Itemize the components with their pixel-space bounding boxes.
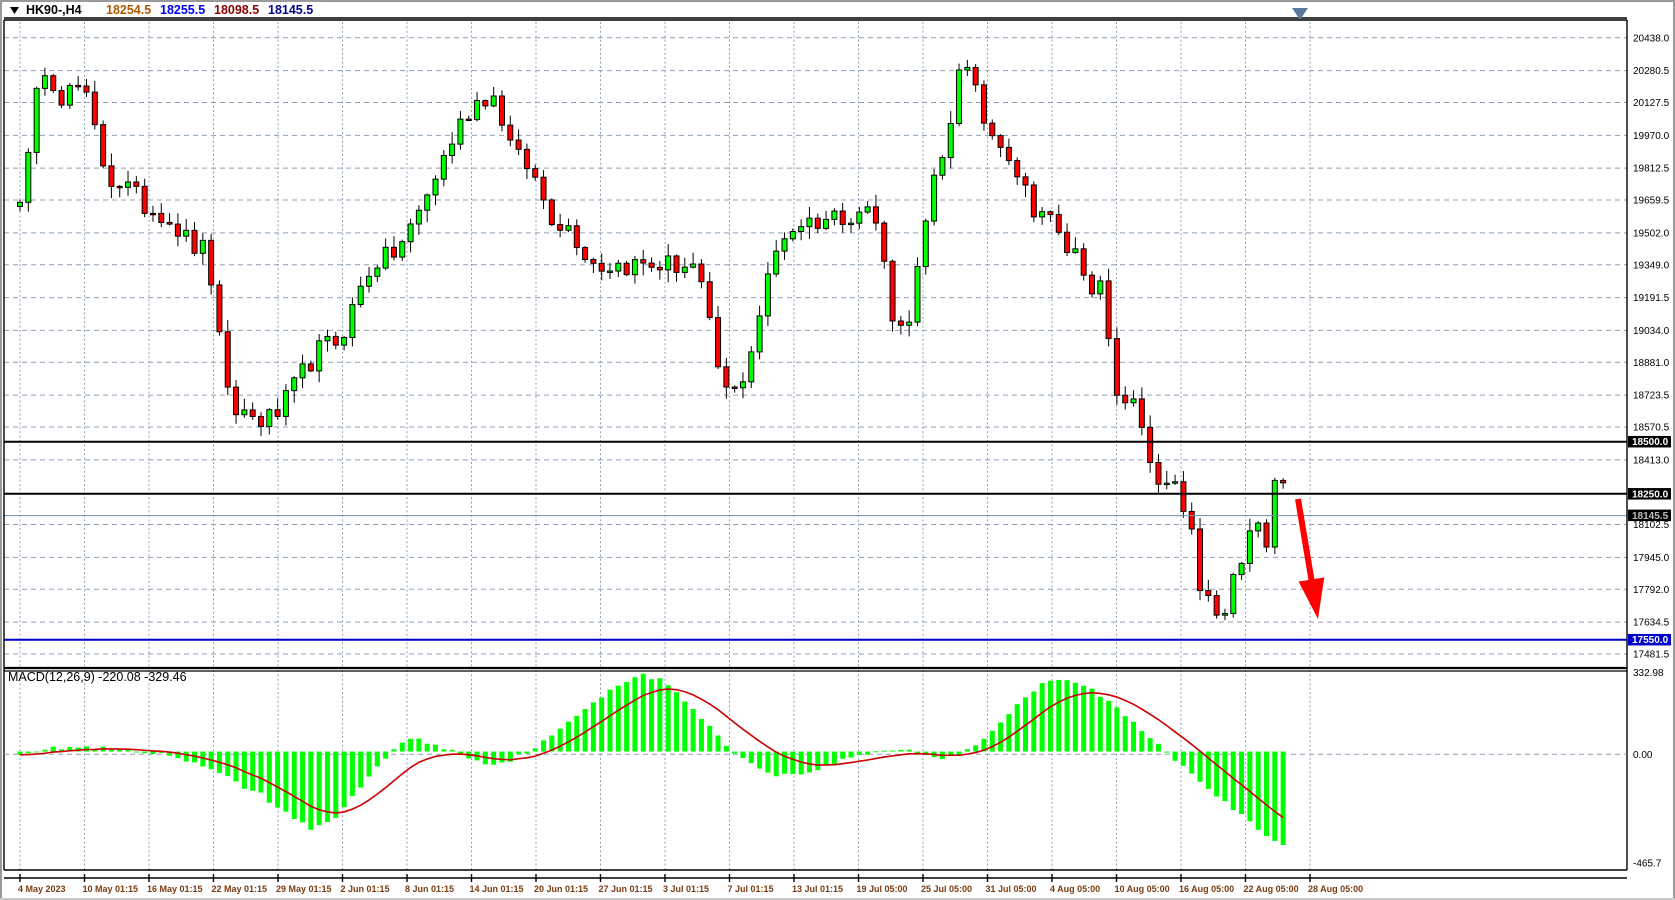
svg-text:7 Jul 01:15: 7 Jul 01:15 bbox=[728, 884, 774, 894]
svg-text:16 Aug 05:00: 16 Aug 05:00 bbox=[1179, 884, 1234, 894]
svg-text:2 Jun 01:15: 2 Jun 01:15 bbox=[341, 884, 390, 894]
svg-text:18145.5: 18145.5 bbox=[1632, 511, 1669, 522]
svg-text:3 Jul 01:15: 3 Jul 01:15 bbox=[663, 884, 709, 894]
svg-text:18255.5: 18255.5 bbox=[160, 3, 205, 17]
svg-text:20280.5: 20280.5 bbox=[1633, 66, 1670, 77]
svg-text:14 Jun 01:15: 14 Jun 01:15 bbox=[470, 884, 524, 894]
svg-text:27 Jun 01:15: 27 Jun 01:15 bbox=[599, 884, 653, 894]
svg-text:25 Jul 05:00: 25 Jul 05:00 bbox=[921, 884, 972, 894]
svg-text:19659.5: 19659.5 bbox=[1633, 196, 1670, 207]
svg-text:29 May 01:15: 29 May 01:15 bbox=[276, 884, 332, 894]
svg-text:19349.0: 19349.0 bbox=[1633, 260, 1670, 271]
svg-text:17550.0: 17550.0 bbox=[1632, 635, 1669, 646]
svg-text:22 May 01:15: 22 May 01:15 bbox=[212, 884, 268, 894]
svg-text:19970.0: 19970.0 bbox=[1633, 131, 1670, 142]
svg-text:18500.0: 18500.0 bbox=[1632, 437, 1669, 448]
svg-text:20127.5: 20127.5 bbox=[1633, 98, 1670, 109]
svg-text:19812.5: 19812.5 bbox=[1633, 164, 1670, 175]
svg-text:17792.0: 17792.0 bbox=[1633, 585, 1670, 596]
svg-text:8 Jun 01:15: 8 Jun 01:15 bbox=[405, 884, 454, 894]
svg-text:18413.0: 18413.0 bbox=[1633, 455, 1670, 466]
svg-text:18145.5: 18145.5 bbox=[268, 3, 313, 17]
svg-text:28 Aug 05:00: 28 Aug 05:00 bbox=[1308, 884, 1363, 894]
svg-text:17945.0: 17945.0 bbox=[1633, 553, 1670, 564]
svg-text:19502.0: 19502.0 bbox=[1633, 228, 1670, 239]
svg-text:4 May 2023: 4 May 2023 bbox=[18, 884, 66, 894]
svg-text:19034.0: 19034.0 bbox=[1633, 326, 1670, 337]
svg-text:18881.0: 18881.0 bbox=[1633, 358, 1670, 369]
svg-text:18254.5: 18254.5 bbox=[106, 3, 151, 17]
svg-text:19191.5: 19191.5 bbox=[1633, 293, 1670, 304]
svg-text:31 Jul 05:00: 31 Jul 05:00 bbox=[986, 884, 1037, 894]
svg-text:18723.5: 18723.5 bbox=[1633, 391, 1670, 402]
svg-text:332.98: 332.98 bbox=[1633, 668, 1664, 679]
svg-text:19 Jul 05:00: 19 Jul 05:00 bbox=[857, 884, 908, 894]
svg-text:22 Aug 05:00: 22 Aug 05:00 bbox=[1244, 884, 1299, 894]
svg-text:17634.5: 17634.5 bbox=[1633, 618, 1670, 629]
svg-text:4 Aug 05:00: 4 Aug 05:00 bbox=[1050, 884, 1100, 894]
svg-text:20438.0: 20438.0 bbox=[1633, 33, 1670, 44]
svg-text:18098.5: 18098.5 bbox=[214, 3, 259, 17]
svg-text:-465.7: -465.7 bbox=[1633, 859, 1662, 870]
svg-text:16 May 01:15: 16 May 01:15 bbox=[147, 884, 203, 894]
svg-text:18250.0: 18250.0 bbox=[1632, 489, 1669, 500]
svg-text:0.00: 0.00 bbox=[1633, 750, 1653, 761]
svg-text:10 Aug 05:00: 10 Aug 05:00 bbox=[1115, 884, 1170, 894]
svg-text:18570.5: 18570.5 bbox=[1633, 423, 1670, 434]
svg-text:MACD(12,26,9) -220.08 -329.46: MACD(12,26,9) -220.08 -329.46 bbox=[8, 670, 187, 684]
svg-text:10 May 01:15: 10 May 01:15 bbox=[83, 884, 139, 894]
svg-text:20 Jun 01:15: 20 Jun 01:15 bbox=[534, 884, 588, 894]
svg-text:17481.5: 17481.5 bbox=[1633, 649, 1670, 660]
svg-text:13 Jul 01:15: 13 Jul 01:15 bbox=[792, 884, 843, 894]
svg-text:HK90-,H4: HK90-,H4 bbox=[26, 3, 82, 17]
